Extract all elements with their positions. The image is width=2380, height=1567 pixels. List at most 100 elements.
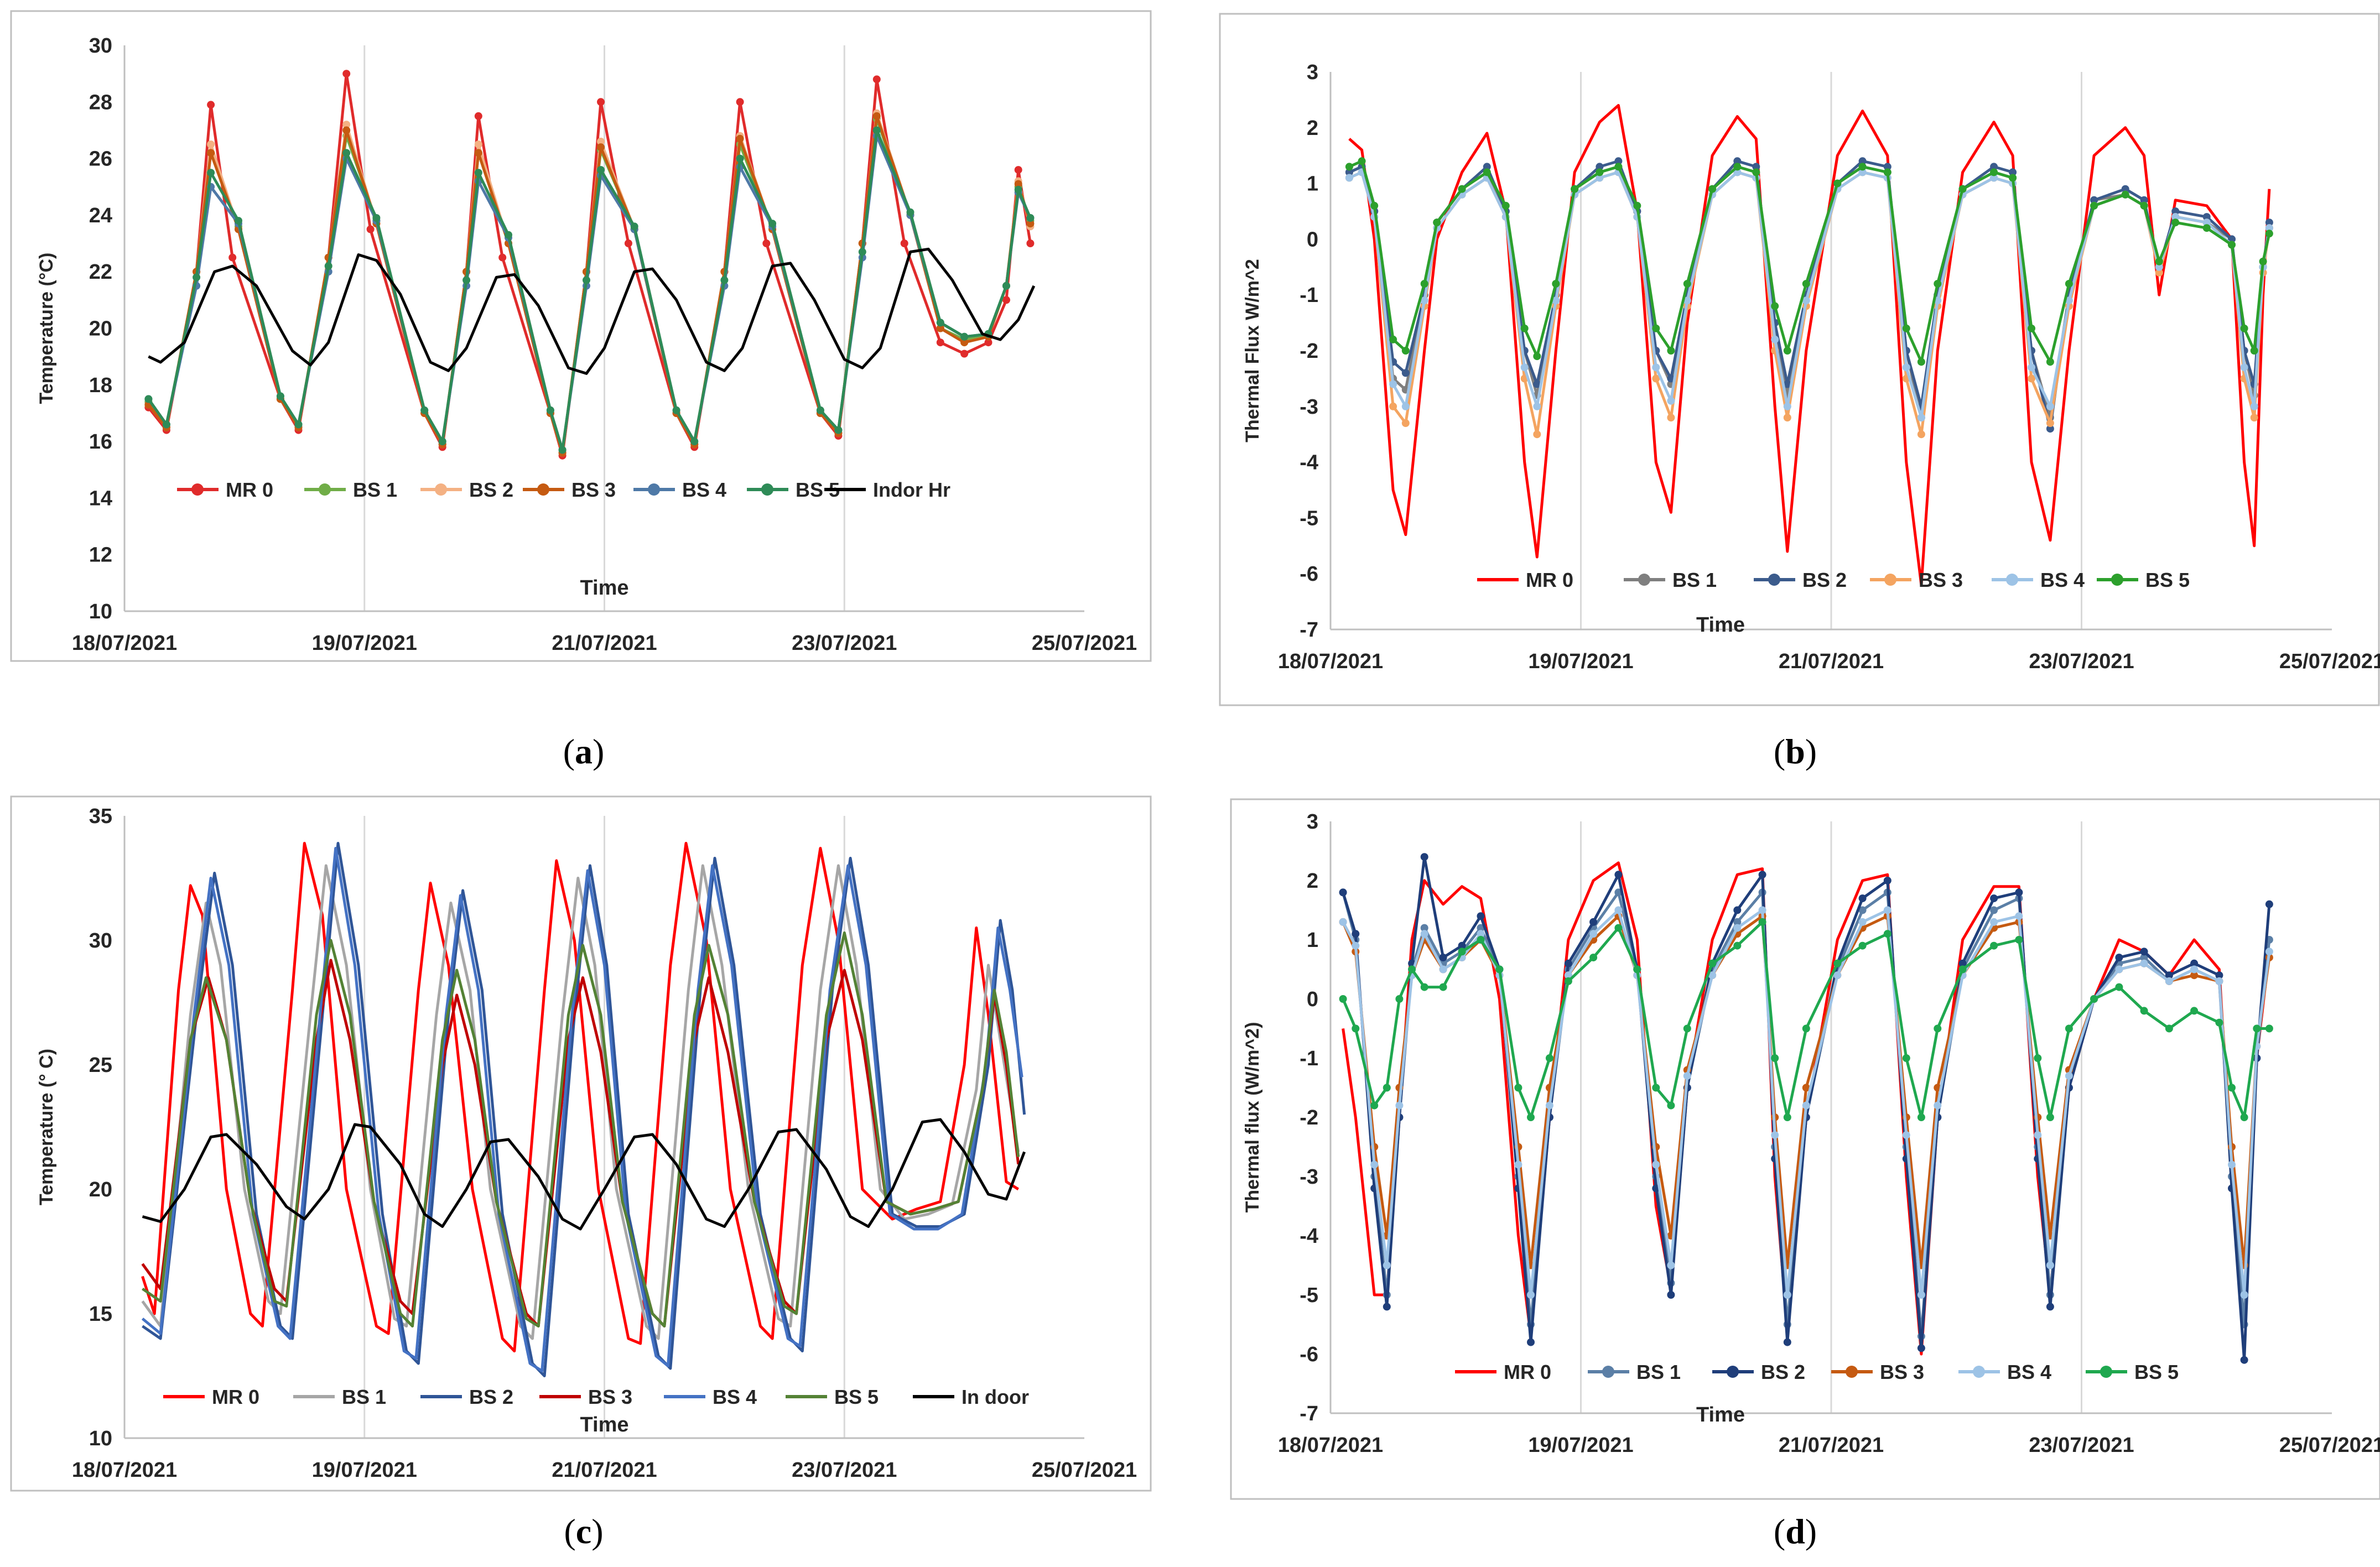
data-point [1596,163,1604,171]
data-point [1667,1101,1675,1110]
y-tick-label: -5 [1300,1284,1318,1307]
x-tick-label: 23/07/2021 [792,632,897,655]
data-point [1883,163,1891,171]
legend-label: BS 2 [469,478,513,501]
data-point [1533,380,1541,388]
x-tick-label: 21/07/2021 [552,632,657,655]
series-bs-5 [1345,157,2273,366]
data-point [1667,397,1675,405]
data-point [1708,971,1717,980]
x-tick-label: 19/07/2021 [1528,1434,1633,1457]
data-point [858,248,866,256]
y-tick-label: 18 [89,374,112,397]
data-point [816,406,824,414]
data-point [2202,213,2211,221]
legend-label: BS 1 [1636,1361,1681,1383]
data-point [2190,959,2199,967]
data-point [1514,1160,1522,1169]
data-point [2121,190,2129,199]
series-bs-2 [1345,157,2273,433]
data-point [1858,168,1867,176]
data-point [1990,941,1998,950]
data-point [1358,157,1366,165]
y-tick-label: -4 [1300,451,1318,475]
y-tick-label: 0 [1307,988,1318,1011]
data-point [1383,1084,1391,1092]
data-point [2202,218,2211,227]
legend-label: BS 5 [2134,1361,2179,1383]
data-point [1733,924,1742,932]
data-point [597,137,605,145]
legend-marker [761,483,773,496]
data-point [2009,174,2017,182]
x-axis-title: Time [580,576,628,600]
data-point [1883,877,1891,884]
data-point [1990,168,1998,176]
data-point [1589,954,1598,962]
data-point [1564,977,1572,985]
data-point [2065,1024,2073,1033]
data-point [1783,347,1791,355]
legend-label: BS 2 [1802,569,1847,591]
panel-b: -7 -6 -5 -4 -3 -2 -1 0 1 2 3 18/07/2021 19/07/2021 21… [1219,13,2380,706]
legend-label: MR 0 [212,1386,259,1408]
data-point [1683,296,1691,305]
y-tick-label: -5 [1300,507,1318,530]
data-point [2155,257,2163,265]
data-point [690,438,699,446]
data-point [498,253,507,262]
data-point [1802,1101,1810,1110]
y-tick-label: 12 [89,544,112,567]
data-point [1420,280,1428,288]
y-tick-label: 20 [89,1178,112,1201]
data-point [906,208,914,216]
legend-marker [1973,1366,1985,1378]
data-point [193,273,201,282]
panel-caption: (d) [1774,1512,1817,1551]
series-indor-hr [148,247,1036,375]
data-point [1958,959,1967,967]
data-point [1783,1291,1791,1299]
data-point [1420,296,1428,305]
data-point [2115,983,2123,991]
legend-entry: BS 3 [1831,1361,1924,1383]
data-point [1883,168,1891,176]
data-point [1527,1338,1535,1346]
data-point [2165,977,2173,985]
data-point [1934,280,1942,288]
legend-entry: BS 4 [633,478,726,501]
data-point [768,220,777,228]
data-point [1752,163,1760,171]
y-axis-title: Thermal Flux W/m^2 [1242,259,1263,442]
data-point [2265,948,2273,956]
data-point [546,406,554,414]
data-point [1758,906,1766,914]
data-point [1733,168,1742,176]
y-tick-label: 14 [89,487,112,510]
y-tick-label: 28 [89,91,112,114]
series-bs-1 [141,864,1020,1340]
x-tick-label: 25/07/2021 [1032,1459,1137,1482]
data-point [2240,1113,2248,1121]
data-point [1527,1113,1535,1121]
data-point [1614,924,1623,932]
y-tick-label: 3 [1307,810,1318,834]
x-axis-title: Time [580,1413,628,1436]
data-point [597,166,605,174]
legend-label: MR 0 [1504,1361,1551,1383]
series-bs-4 [141,847,1023,1372]
data-point [1395,995,1404,1003]
x-tick-label: 18/07/2021 [1278,650,1383,673]
legend-entry: BS 5 [786,1386,879,1408]
legend-marker [319,483,331,496]
data-point [144,395,153,403]
data-point [1733,163,1742,171]
data-point [1552,296,1560,305]
data-point [1564,971,1572,980]
data-point [1439,983,1447,991]
data-point [1733,941,1742,950]
data-point [672,406,680,414]
x-tick-label: 18/07/2021 [72,1459,177,1482]
data-point [1483,168,1491,176]
data-point [1477,930,1485,938]
